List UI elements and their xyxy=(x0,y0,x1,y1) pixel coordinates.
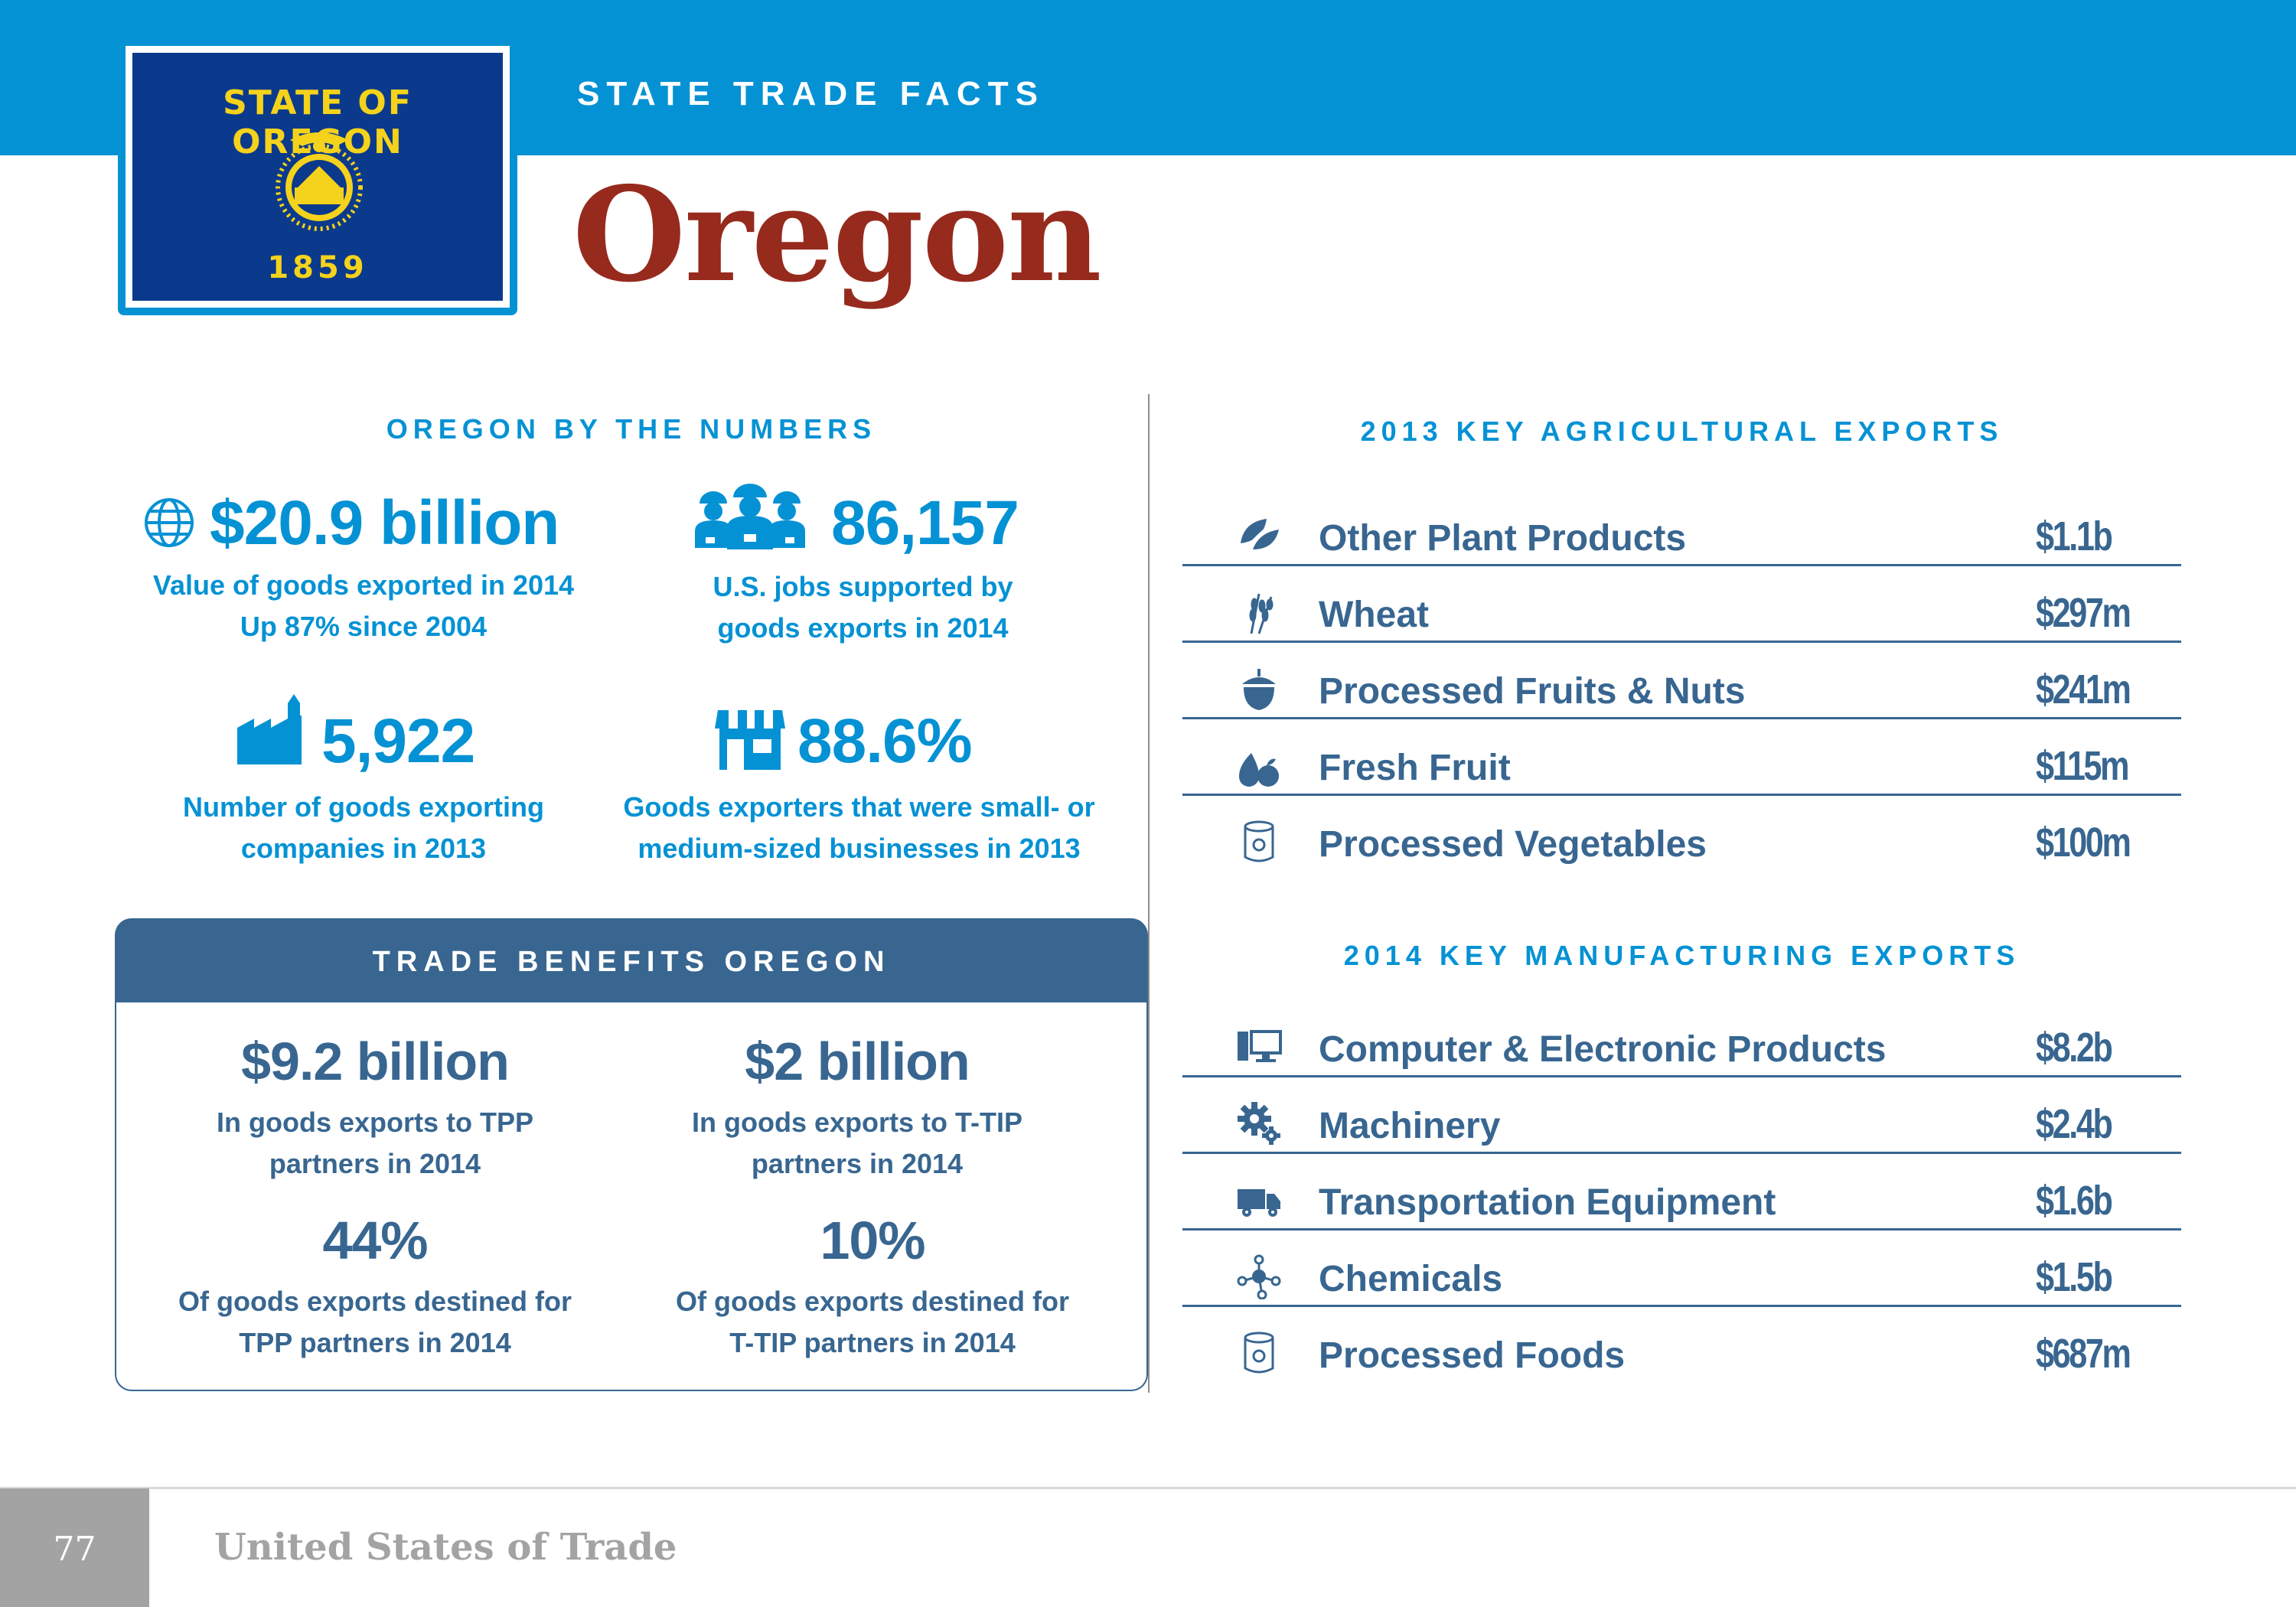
wheat-icon xyxy=(1249,593,1274,634)
ttip-exports-desc-line2: partners in 2014 xyxy=(751,1148,964,1179)
manufacturing-section-title: 2014 KEY MANUFACTURING EXPORTS xyxy=(1343,940,2020,971)
tpp-share-desc-line2: TPP partners in 2014 xyxy=(239,1327,511,1358)
flag-title: STATE OF OREGON xyxy=(223,83,413,161)
mfg-label: Machinery xyxy=(1319,1106,1501,1146)
ag-row-fruits-nuts: Processed Fruits & Nuts $241m xyxy=(1182,643,2181,719)
tpp-exports-desc-line1: In goods exports to TPP xyxy=(216,1107,534,1138)
trade-benefits-title: TRADE BENEFITS OREGON xyxy=(372,946,891,978)
can-icon xyxy=(1244,820,1274,862)
mfg-label: Processed Foods xyxy=(1319,1335,1626,1376)
publication-title: United States of Trade xyxy=(214,1526,677,1569)
mfg-value: $1.5b xyxy=(2036,1254,2113,1300)
ttip-exports-value: $2 billion xyxy=(745,1032,970,1091)
trade-benefits-panel xyxy=(115,1002,1148,1391)
flag-year: 1859 xyxy=(267,250,368,285)
stat-exports-value: $20.9 billion xyxy=(210,488,559,558)
mfg-value: $2.4b xyxy=(2036,1101,2113,1147)
ag-label: Other Plant Products xyxy=(1319,518,1687,559)
truck-icon xyxy=(1238,1189,1280,1217)
gears-icon xyxy=(1238,1102,1280,1145)
storefront-icon xyxy=(715,710,785,770)
ag-label: Wheat xyxy=(1319,595,1429,635)
section-kicker: STATE TRADE FACTS xyxy=(577,75,1045,112)
state-flag: STATE OF OREGON 1859 xyxy=(118,38,517,315)
mfg-label: Computer & Electronic Products xyxy=(1319,1029,1887,1070)
ag-row-fresh-fruit: Fresh Fruit $115m xyxy=(1182,719,2181,796)
ttip-share-desc-line2: T-TIP partners in 2014 xyxy=(729,1327,1016,1358)
stat-jobs-desc-line1: U.S. jobs supported by xyxy=(713,571,1013,602)
ttip-exports-desc-line1: In goods exports to T-TIP xyxy=(692,1107,1022,1138)
mfg-label: Transportation Equipment xyxy=(1319,1182,1776,1223)
acorn-icon xyxy=(1242,669,1276,710)
page-number: 77 xyxy=(53,1530,96,1569)
fruit-icon xyxy=(1239,753,1279,787)
tpp-exports-desc-line2: partners in 2014 xyxy=(269,1148,481,1179)
stat-sme-desc-line2: medium-sized businesses in 2013 xyxy=(638,833,1081,864)
footer-divider xyxy=(0,1487,2296,1489)
ttip-share-value: 10% xyxy=(820,1211,925,1270)
state-seal-icon xyxy=(276,132,363,231)
mfg-row-processed-foods: Processed Foods $687m xyxy=(1182,1307,2181,1384)
mfg-row-chemicals: Chemicals $1.5b xyxy=(1182,1231,2181,1307)
factory-icon xyxy=(237,694,302,764)
stat-jobs-value: 86,157 xyxy=(831,488,1019,558)
page-title: Oregon xyxy=(572,158,1102,311)
stat-sme-desc-line1: Goods exporters that were small- or xyxy=(623,791,1095,823)
ag-row-wheat: Wheat $297m xyxy=(1182,566,2181,643)
mfg-row-transportation: Transportation Equipment $1.6b xyxy=(1182,1154,2181,1231)
mfg-label: Chemicals xyxy=(1319,1259,1503,1299)
tpp-exports-value: $9.2 billion xyxy=(241,1032,510,1091)
leaf-icon xyxy=(1238,519,1279,556)
numbers-section-title: OREGON BY THE NUMBERS xyxy=(386,413,877,445)
tpp-share-value: 44% xyxy=(322,1211,428,1270)
ag-label: Fresh Fruit xyxy=(1319,748,1511,788)
stat-exports-desc-line1: Value of goods exported in 2014 xyxy=(152,569,575,601)
ttip-share-desc-line1: Of goods exports destined for xyxy=(675,1286,1070,1317)
agricultural-section-title: 2013 KEY AGRICULTURAL EXPORTS xyxy=(1360,416,2004,447)
ag-label: Processed Vegetables xyxy=(1319,824,1707,865)
mfg-row-machinery: Machinery $2.4b xyxy=(1182,1077,2181,1154)
mfg-row-computer: Computer & Electronic Products $8.2b xyxy=(1182,1001,2181,1077)
ag-value: $100m xyxy=(2036,820,2131,865)
stat-companies-value: 5,922 xyxy=(321,706,475,776)
ag-value: $115m xyxy=(2036,743,2130,789)
globe-icon xyxy=(145,498,194,547)
ag-value: $1.1b xyxy=(2036,513,2113,559)
trade-benefits-header: TRADE BENEFITS OREGON xyxy=(115,918,1148,1002)
workers-icon xyxy=(695,484,805,549)
stat-companies-desc-line2: companies in 2013 xyxy=(240,833,487,864)
stat-sme-value: 88.6% xyxy=(797,706,973,776)
column-divider xyxy=(1148,394,1150,1393)
ag-row-plant-products: Other Plant Products $1.1b xyxy=(1182,490,2181,566)
mfg-value: $8.2b xyxy=(2036,1025,2113,1071)
can-icon xyxy=(1244,1332,1274,1374)
tpp-share-desc-line1: Of goods exports destined for xyxy=(178,1286,572,1317)
ag-value: $297m xyxy=(2036,590,2131,636)
computer-icon xyxy=(1238,1030,1282,1062)
page-number-box: 77 xyxy=(0,1488,149,1607)
mfg-value: $1.6b xyxy=(2036,1178,2113,1224)
ag-value: $241m xyxy=(2036,667,2131,712)
molecule-icon xyxy=(1237,1254,1281,1299)
mfg-value: $687m xyxy=(2036,1331,2131,1377)
stat-exports-desc-line2: Up 87% since 2004 xyxy=(240,611,488,642)
ag-row-vegetables: Processed Vegetables $100m xyxy=(1182,796,2181,872)
stat-jobs-desc-line2: goods exports in 2014 xyxy=(717,612,1009,644)
ag-label: Processed Fruits & Nuts xyxy=(1319,671,1746,712)
stat-companies-desc-line1: Number of goods exporting xyxy=(183,791,544,823)
